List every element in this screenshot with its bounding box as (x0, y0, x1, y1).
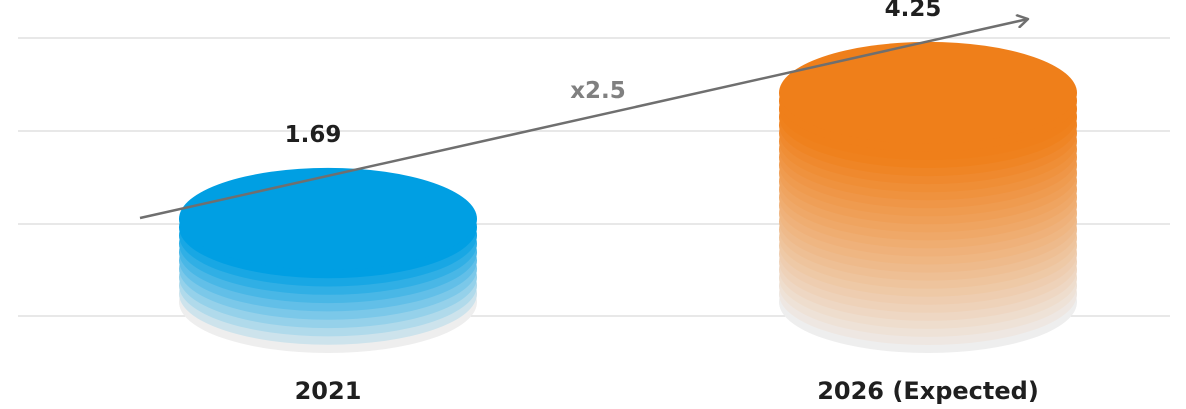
labels: 1.69 2021 4.25 2026 (Expected) (285, 0, 1039, 405)
trend-arrow (139, 19, 1028, 220)
coin-stack-bar (179, 167, 477, 353)
growth-multiplier-label: x2.5 (570, 78, 626, 104)
value-label: 4.25 (885, 0, 942, 22)
bar-top-disc (779, 41, 1077, 144)
category-label: 2021 (295, 377, 362, 405)
bar-top-disc (179, 167, 477, 270)
value-label: 1.69 (285, 122, 342, 148)
category-label: 2026 (Expected) (817, 377, 1039, 405)
coin-stack-bar (779, 41, 1077, 353)
coin-stacks (179, 41, 1077, 353)
